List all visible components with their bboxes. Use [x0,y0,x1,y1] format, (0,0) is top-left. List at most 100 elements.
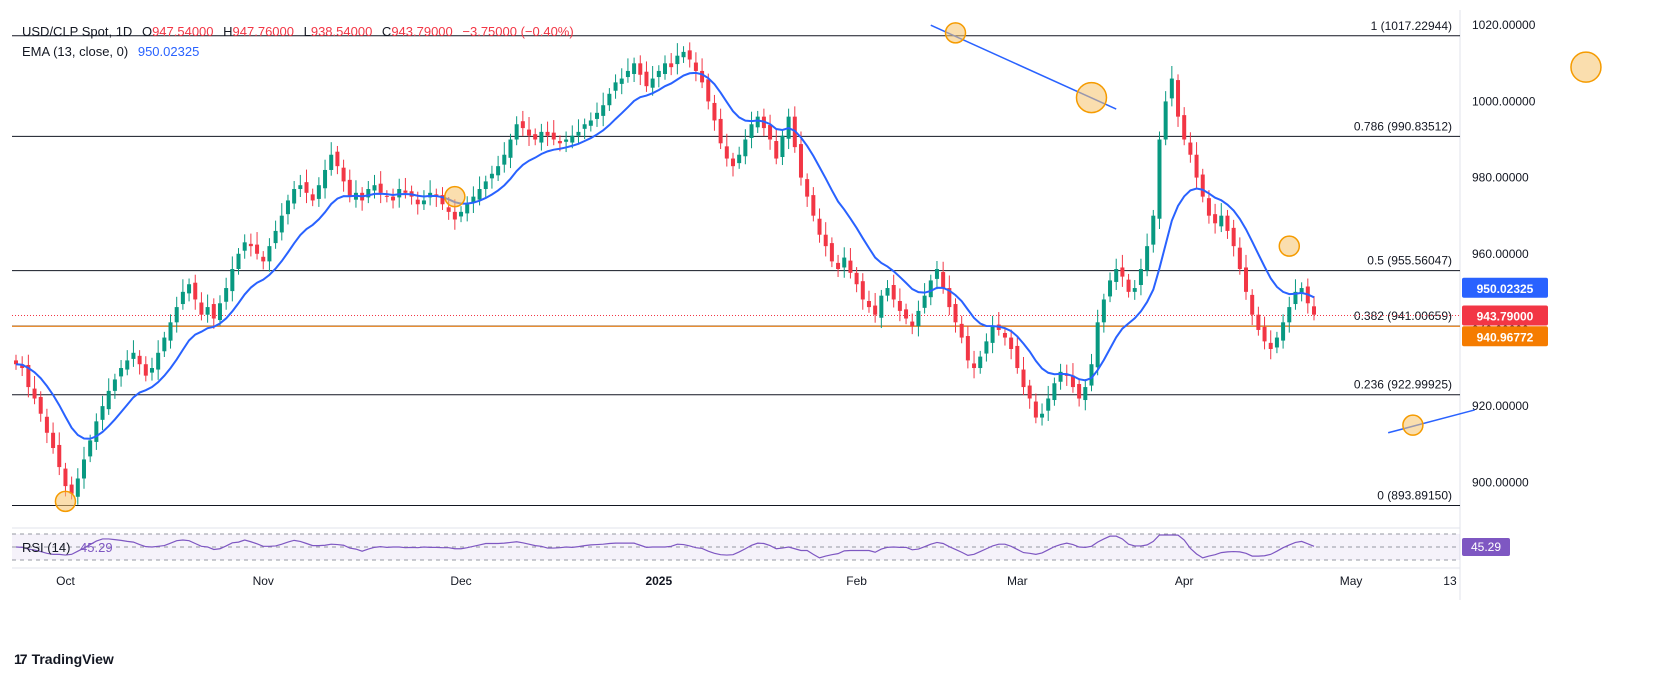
symbol-title: USD/CLP Spot, 1D [22,24,133,39]
y-tick-label: 1020.00000 [1472,18,1536,32]
candle-body [261,256,266,262]
fib-level-label: 0 (893.89150) [1377,489,1452,503]
candle-body [112,379,117,391]
candle-body [1064,374,1069,376]
low-value: L938.54000 [303,24,373,39]
fib-level-label: 0.236 (922.99925) [1354,378,1452,392]
candle-body [724,146,729,159]
candle-body [335,151,340,167]
candle-body [588,120,593,126]
candle-body [489,173,494,179]
candle-body [1145,246,1150,271]
candle-body [452,211,457,220]
candle-body [1244,267,1249,292]
candle-body [57,444,62,468]
candle-body [1237,247,1242,269]
candle-body [644,71,649,87]
candle-body [601,105,606,116]
candle-body [1033,401,1038,418]
candle-body [1225,215,1230,231]
candle-body [137,355,142,365]
candle-body [372,185,377,191]
candle-body [539,131,544,143]
candle-body [681,51,686,58]
ema-label: EMA (13, close, 0) [22,44,129,59]
y-tick-label: 920.00000 [1472,399,1529,413]
candle-body [965,336,970,361]
candle-body [576,131,581,136]
candle-body [230,269,235,292]
candle-body [768,125,773,140]
candle-body [700,70,705,83]
candle-body [811,195,816,216]
candle-body [1268,342,1273,349]
candle-body [829,243,834,262]
candle-body [75,478,80,497]
candle-body [1256,314,1261,330]
high-value: H947.76000 [223,24,294,39]
candle-body [928,280,933,298]
candle-body [922,295,927,308]
candle-body [854,272,859,285]
candle-body [595,112,600,119]
candle-body [1040,413,1045,418]
candle-body [1262,326,1267,342]
candle-body [310,194,315,201]
candle-body [712,102,717,121]
candle-body [125,360,130,370]
change-value: −3.75000 (−0.40%) [462,24,574,39]
candle-body [1070,375,1075,388]
x-tick-label: Feb [846,574,867,588]
candle-body [329,154,334,170]
tv-brand-name: TradingView [31,651,114,667]
candle-body [613,82,618,91]
ohlc-header: USD/CLP Spot, 1D O947.54000 H947.76000 L… [22,24,580,39]
candle-body [718,118,723,144]
highlight-marker [1075,81,1108,114]
candle-body [1021,369,1026,388]
candle-body [582,124,587,129]
candle-body [88,440,93,457]
candle-body [459,211,464,217]
candle-body [440,195,445,205]
x-tick-label: Oct [56,574,75,588]
candle-body [805,179,810,197]
candle-body [1027,385,1032,399]
candle-body [663,63,667,74]
candle-body [1231,227,1236,247]
candle-body [205,307,210,315]
candle-body [638,63,643,75]
candle-body [557,141,562,144]
candle-body [496,166,501,176]
candle-body [1114,269,1119,282]
price-tag [1462,326,1548,347]
candle-body [1052,383,1057,401]
candle-body [273,230,278,244]
candle-body [44,416,49,433]
candle-body [533,134,538,140]
candle-body [421,200,426,205]
candle-body [1299,288,1304,294]
candle-body [255,244,260,254]
candle-body [285,200,290,215]
candle-body [1126,279,1131,292]
candle-body [446,207,451,212]
candle-body [1151,215,1156,245]
rsi-label: RSI (14) [22,540,71,555]
tradingview-logo[interactable]: 17 TradingView [14,651,114,667]
candle-body [1163,101,1168,140]
candle-body [1188,142,1193,155]
candle-body [817,218,822,235]
candle-body [984,341,989,354]
y-tick-label: 980.00000 [1472,171,1529,185]
candle-body [1015,345,1020,369]
candle-body [897,300,902,311]
candle-body [1101,299,1106,323]
candle-body [26,364,31,388]
candle-body [959,323,964,338]
candle-body [1009,337,1014,349]
candle-body [119,368,124,377]
candle-body [100,406,105,420]
candle-body [891,284,896,300]
